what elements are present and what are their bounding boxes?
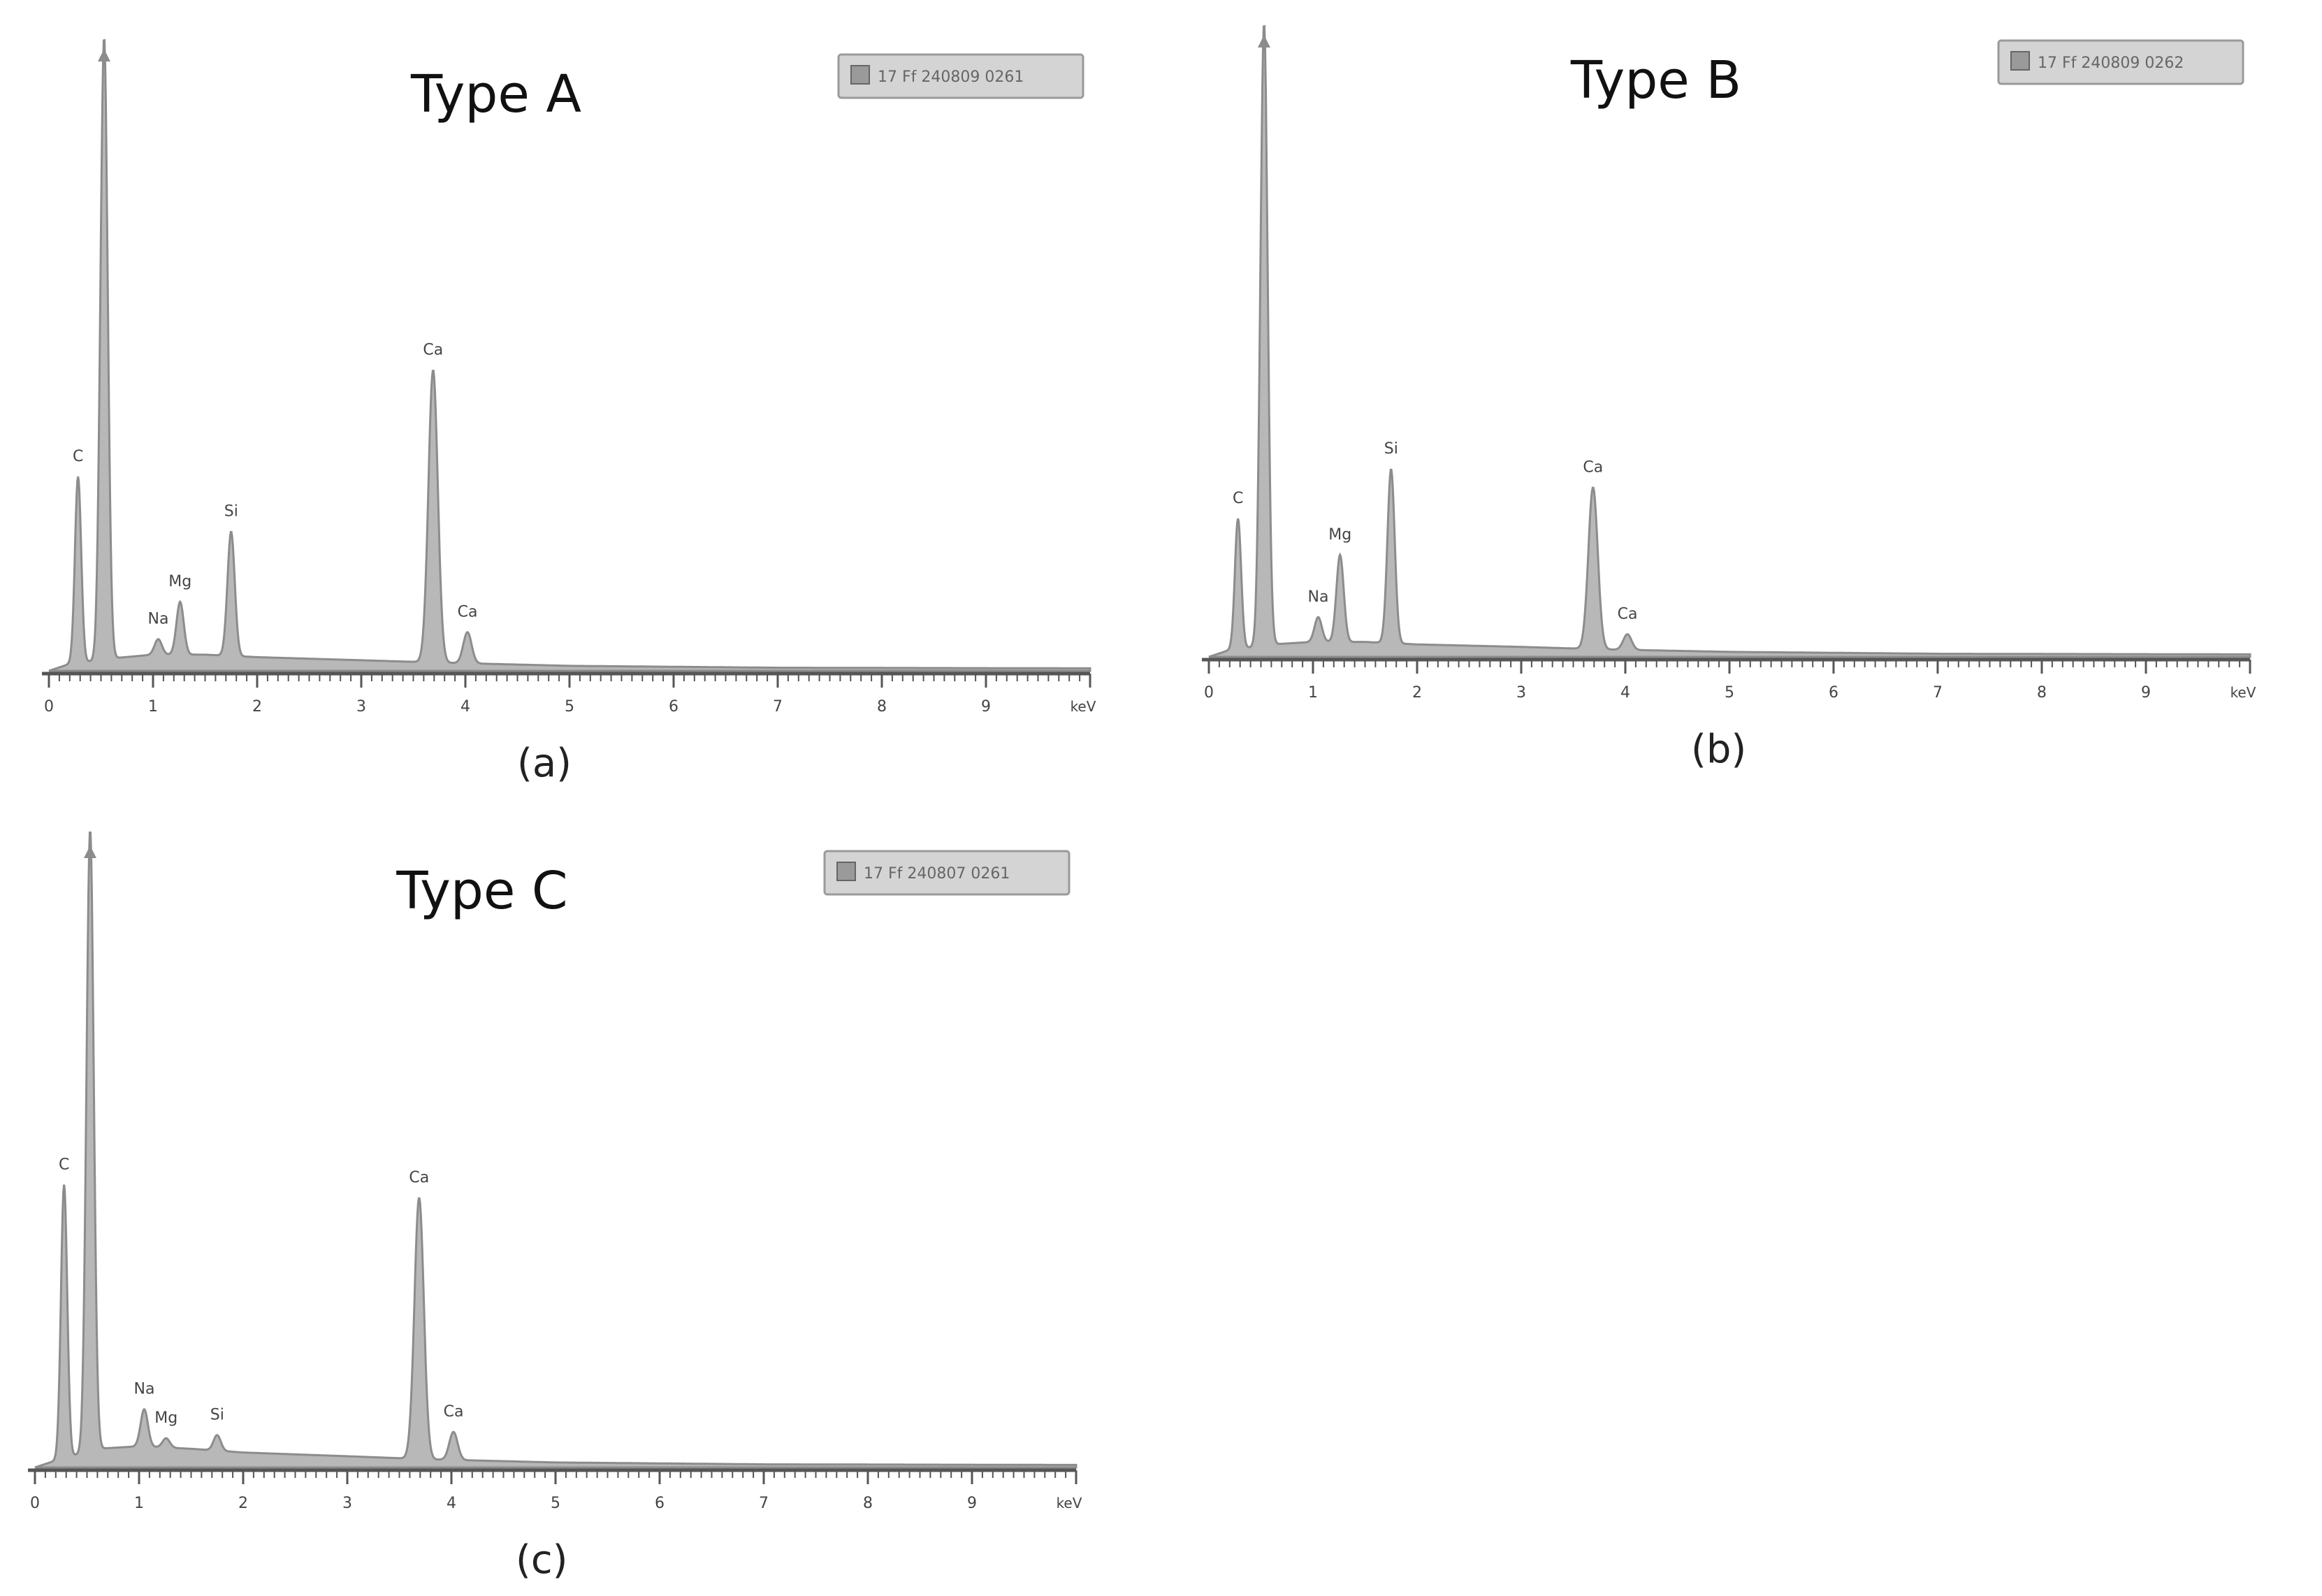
panel-caption-b: (b) [1691, 727, 1747, 772]
x-tick-label: 5 [1725, 684, 1734, 702]
x-tick-label: 7 [759, 1495, 769, 1512]
legend-background [837, 53, 1084, 99]
x-tick-label: 9 [2141, 684, 2151, 702]
peak-label-c: C [1233, 490, 1243, 507]
spectrum-chart-b: 0 1 2 3 4 5 6 7 8 9 keV C Na Mg Si Ca Ca Type B 17 Ff 2408… [1202, 24, 2256, 702]
peak-label-si: Si [224, 503, 238, 521]
spectrum-chart-a: 0 1 2 3 4 5 6 7 8 9 keV C Na Mg Si Ca Ca Type A 17 Ff 2408… [42, 38, 1096, 716]
offscale-arrow-icon [83, 846, 96, 858]
x-tick-label: 7 [1933, 684, 1943, 702]
x-tick-label: 4 [447, 1495, 456, 1512]
chart-title: Type A [410, 64, 581, 124]
panel-b: 0 1 2 3 4 5 6 7 8 9 keV C Na Mg Si Ca Ca Type B 17 Ff 2408… [1174, 21, 2292, 783]
x-tick-label: 8 [863, 1495, 873, 1512]
peak-label-ca: Ca [444, 1403, 464, 1421]
x-tick-label: 1 [148, 698, 158, 716]
legend-text: 17 Ff 240807 0261 [864, 865, 1010, 883]
chart-title: Type B [1570, 50, 1741, 110]
panel-c: 0 1 2 3 4 5 6 7 8 9 keV C Na Mg Si Ca Ca Type C 17 Ff 2408… [0, 832, 1118, 1593]
legend-swatch-icon [836, 862, 856, 881]
x-tick-label: 6 [1829, 684, 1838, 702]
spectrum-area-b [1208, 24, 2251, 658]
offscale-arrow-icon [97, 49, 110, 61]
legend-swatch-icon [2010, 51, 2030, 71]
x-tick-label: 0 [44, 698, 54, 716]
peak-label-mg: Mg [154, 1409, 177, 1427]
x-tick-label: 6 [655, 1495, 665, 1512]
x-tick-label: 4 [460, 698, 470, 716]
legend-swatch-icon [850, 65, 870, 85]
x-tick-label: 4 [1620, 684, 1630, 702]
peak-label-c: C [59, 1156, 69, 1173]
panel-caption-c: (c) [516, 1537, 568, 1583]
legend-background [1997, 39, 2244, 85]
x-tick-label: 8 [2037, 684, 2047, 702]
x-tick-label: 2 [252, 698, 262, 716]
peak-label-ca: Ca [423, 342, 443, 359]
x-tick-label: 1 [134, 1495, 144, 1512]
x-tick-label: 0 [30, 1495, 40, 1512]
spectrum-area-c [34, 832, 1077, 1469]
legend-box: 17 Ff 240809 0262 [1997, 39, 2244, 85]
x-tick-label: 3 [1516, 684, 1526, 702]
x-tick-label: 7 [773, 698, 783, 716]
x-tick-label: 2 [1412, 684, 1422, 702]
x-unit-label: keV [1057, 1495, 1082, 1511]
x-tick-label: 2 [238, 1495, 248, 1512]
peak-label-si: Si [1384, 440, 1398, 458]
x-tick-label: 9 [967, 1495, 977, 1512]
chart-title: Type C [396, 861, 567, 921]
legend-text: 17 Ff 240809 0262 [2038, 55, 2184, 72]
panel-a: 0 1 2 3 4 5 6 7 8 9 keV C Na Mg Si Ca Ca Type A 17 Ff 2408… [14, 35, 1118, 804]
peak-label-c: C [73, 448, 83, 465]
peak-label-si: Si [210, 1407, 224, 1424]
x-tick-label: 5 [565, 698, 574, 716]
peak-label-ca: Ca [1583, 458, 1603, 476]
peak-label-mg: Mg [1328, 526, 1351, 544]
peak-label-ca: Ca [1618, 606, 1638, 623]
panel-caption-a: (a) [517, 741, 572, 786]
peak-label-ca: Ca [458, 604, 478, 621]
legend-background [823, 850, 1071, 896]
peak-label-na: Na [134, 1381, 155, 1398]
x-unit-label: keV [1071, 698, 1096, 715]
legend-box: 17 Ff 240807 0261 [823, 850, 1071, 896]
peak-label-ca: Ca [409, 1169, 429, 1187]
legend-box: 17 Ff 240809 0261 [837, 53, 1084, 99]
spectrum-chart-c: 0 1 2 3 4 5 6 7 8 9 keV C Na Mg Si Ca Ca Type C 17 Ff 2408… [28, 832, 1082, 1512]
x-tick-label: 3 [356, 698, 366, 716]
spectrum-area-a [48, 38, 1091, 672]
x-tick-label: 9 [981, 698, 991, 716]
peak-label-mg: Mg [168, 573, 191, 590]
x-tick-label: 6 [669, 698, 679, 716]
x-unit-label: keV [2230, 684, 2256, 701]
peak-label-na: Na [148, 611, 169, 628]
x-tick-label: 5 [551, 1495, 560, 1512]
offscale-arrow-icon [1257, 35, 1270, 48]
legend-text: 17 Ff 240809 0261 [878, 68, 1024, 86]
x-tick-label: 8 [877, 698, 887, 716]
x-tick-label: 3 [342, 1495, 352, 1512]
peak-label-na: Na [1308, 588, 1329, 606]
x-tick-label: 1 [1308, 684, 1318, 702]
x-tick-label: 0 [1204, 684, 1214, 702]
